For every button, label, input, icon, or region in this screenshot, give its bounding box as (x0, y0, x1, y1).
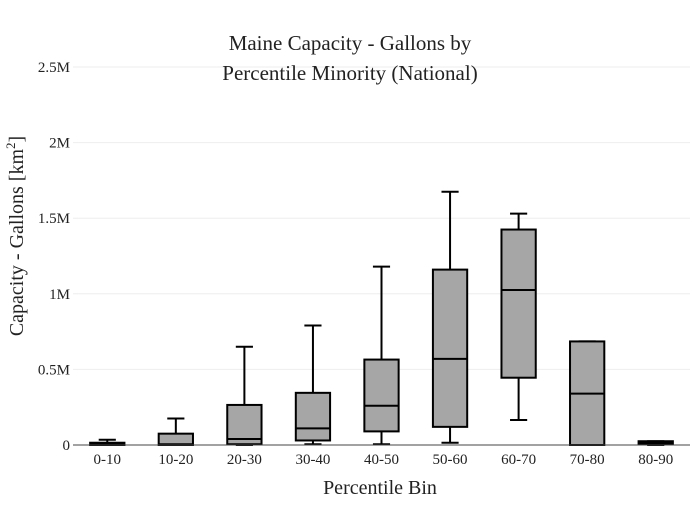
x-tick-label: 50-60 (433, 452, 468, 468)
y-tick-label: 1.5M (38, 211, 70, 227)
box-layer (89, 190, 674, 447)
y-tick-label: 0.5M (38, 362, 70, 378)
x-tick-label: 30-40 (295, 452, 330, 468)
iqr-box (226, 403, 263, 446)
x-axis-title: Percentile Bin (323, 477, 437, 499)
box-60-70 (500, 212, 537, 422)
iqr-box (363, 358, 400, 433)
y-axis-title: Capacity - Gallons [km2] (3, 136, 28, 336)
chart-title: Maine Capacity - Gallons by Percentile M… (222, 31, 477, 85)
chart-title-line-1: Maine Capacity - Gallons by (229, 31, 472, 55)
box-50-60 (431, 190, 469, 444)
iqr-box (500, 228, 537, 379)
x-tick-label: 70-80 (570, 452, 605, 468)
box-70-80 (569, 340, 606, 447)
box-80-90 (637, 440, 674, 446)
x-tick-label: 20-30 (227, 452, 262, 468)
y-tick-label: 0 (63, 438, 71, 454)
box-30-40 (294, 324, 332, 446)
y-axis-title-main: Capacity - Gallons [km (6, 149, 28, 337)
x-tick-label: 10-20 (158, 452, 193, 468)
x-tick-label: 80-90 (638, 452, 673, 468)
iqr-box (294, 391, 332, 442)
y-tick-label: 1M (49, 287, 70, 303)
y-axis-title-superscript: 2 (3, 142, 18, 149)
x-tick-label: 0-10 (94, 452, 122, 468)
box-10-20 (157, 417, 194, 447)
box-0-10 (89, 438, 126, 446)
y-tick-label: 2.5M (38, 60, 70, 76)
chart-title-line-2: Percentile Minority (National) (222, 61, 477, 85)
iqr-box (431, 268, 469, 428)
x-tick-label: 60-70 (501, 452, 536, 468)
box-20-30 (226, 345, 263, 446)
y-axis-title-end: ] (6, 136, 28, 143)
x-tick-label: 40-50 (364, 452, 399, 468)
y-tick-label: 2M (49, 136, 70, 152)
box-40-50 (363, 265, 400, 446)
tick-layer: 0 0.5M 1M 1.5M 2M 2.5M 0-10 10-20 20-30 30-40 40-5… (38, 60, 673, 468)
